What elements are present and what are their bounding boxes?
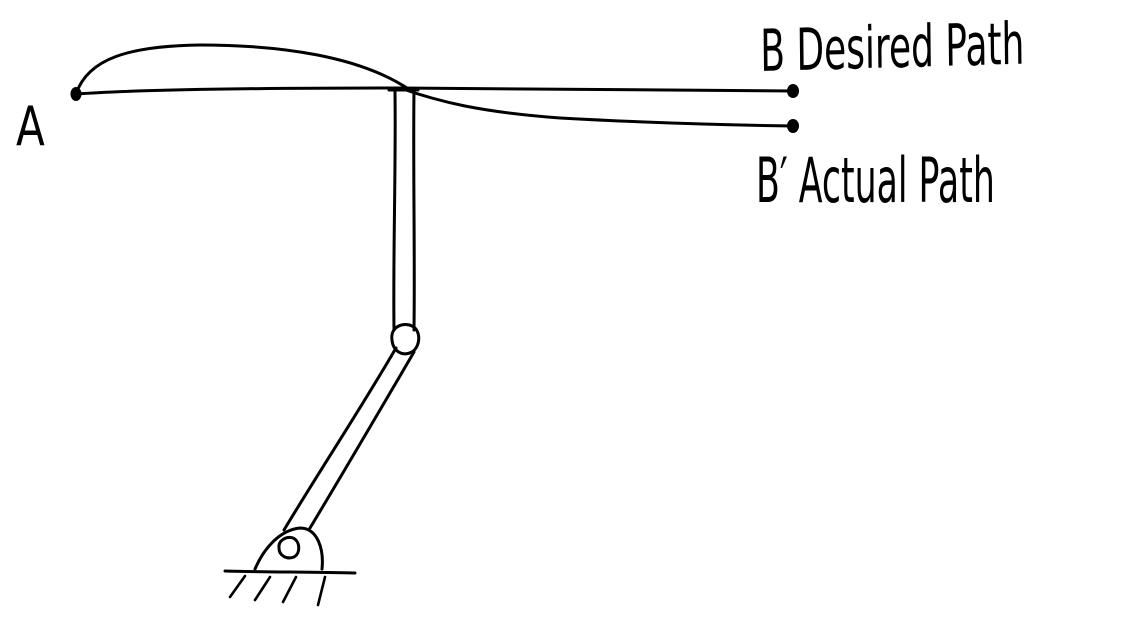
ground-hatch-1 [228,574,247,599]
middle-pin-joint [390,323,421,356]
ground-pivot-pin [277,536,301,560]
upper-arc-path [74,43,412,96]
point-a-marker [70,87,82,101]
point-b-marker [787,84,799,98]
ground-hatch-2 [253,575,272,602]
desired-path-line [74,86,795,96]
actual-path-line [398,86,795,128]
ground-hatch-3 [281,575,298,604]
ground-hatch-4 [316,575,327,607]
crank-link-right-edge [308,350,416,530]
ground-line [223,569,357,575]
vertical-link-right-edge [412,88,416,332]
actual-path-label: B′ Actual Path [756,144,995,217]
ground-pivot-support [253,526,324,571]
desired-path-label: B Desired Path [759,9,1025,85]
crank-link-left-edge [282,346,398,532]
vertical-link-left-edge [392,90,397,332]
point-b-prime-marker [787,119,799,133]
point-a-label: A [16,95,45,158]
